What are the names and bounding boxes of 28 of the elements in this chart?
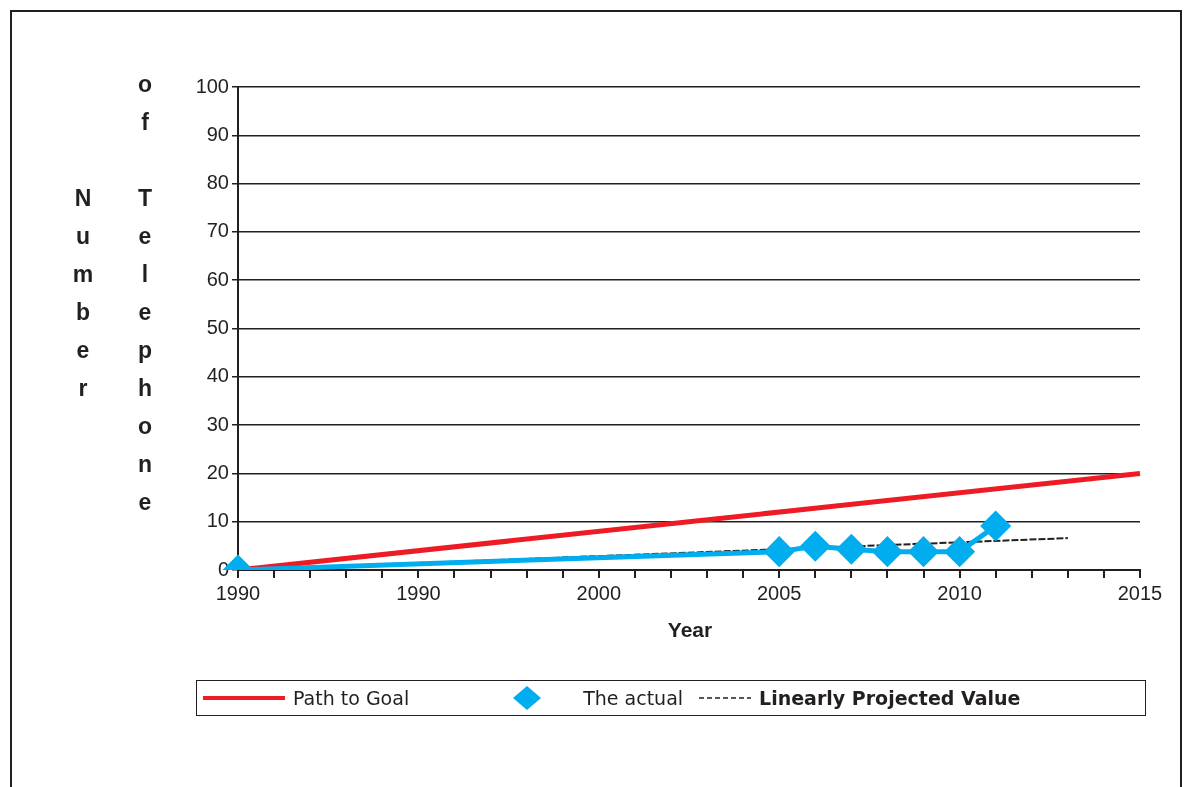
legend-label: Linearly Projected Value [759,687,1021,709]
point [909,537,939,567]
x-tick-label: 1990 [215,581,261,604]
x-tick-label: 1990 [396,581,441,604]
point [800,531,830,561]
x-tick-label: 2005 [756,581,802,604]
y-tick-label: 20 [206,460,229,483]
y-tick-label: 90 [206,122,229,145]
point [872,537,902,567]
y-tick-label: 40 [206,364,229,387]
y-tick-label: 80 [206,171,229,194]
x-tick-label: 2000 [576,581,622,604]
y-tick-label: 60 [206,267,229,290]
point [981,511,1011,541]
y-tick-label: 30 [206,412,229,435]
y-tick-label: 100 [195,74,229,97]
x-axis-title: Year [666,618,714,642]
y-tick-label: 50 [206,316,229,339]
point [945,537,975,567]
legend-label: The actual [583,687,684,709]
x-tick-label: 2010 [937,581,982,604]
text: Number of Telephone [70,71,158,527]
y-tick-label: 70 [206,219,229,242]
legend-label: Path to Goal [293,687,410,709]
x-tick-label: 2015 [1117,581,1163,604]
point [764,537,794,567]
point [836,534,866,564]
y-tick-label: 10 [206,509,229,532]
